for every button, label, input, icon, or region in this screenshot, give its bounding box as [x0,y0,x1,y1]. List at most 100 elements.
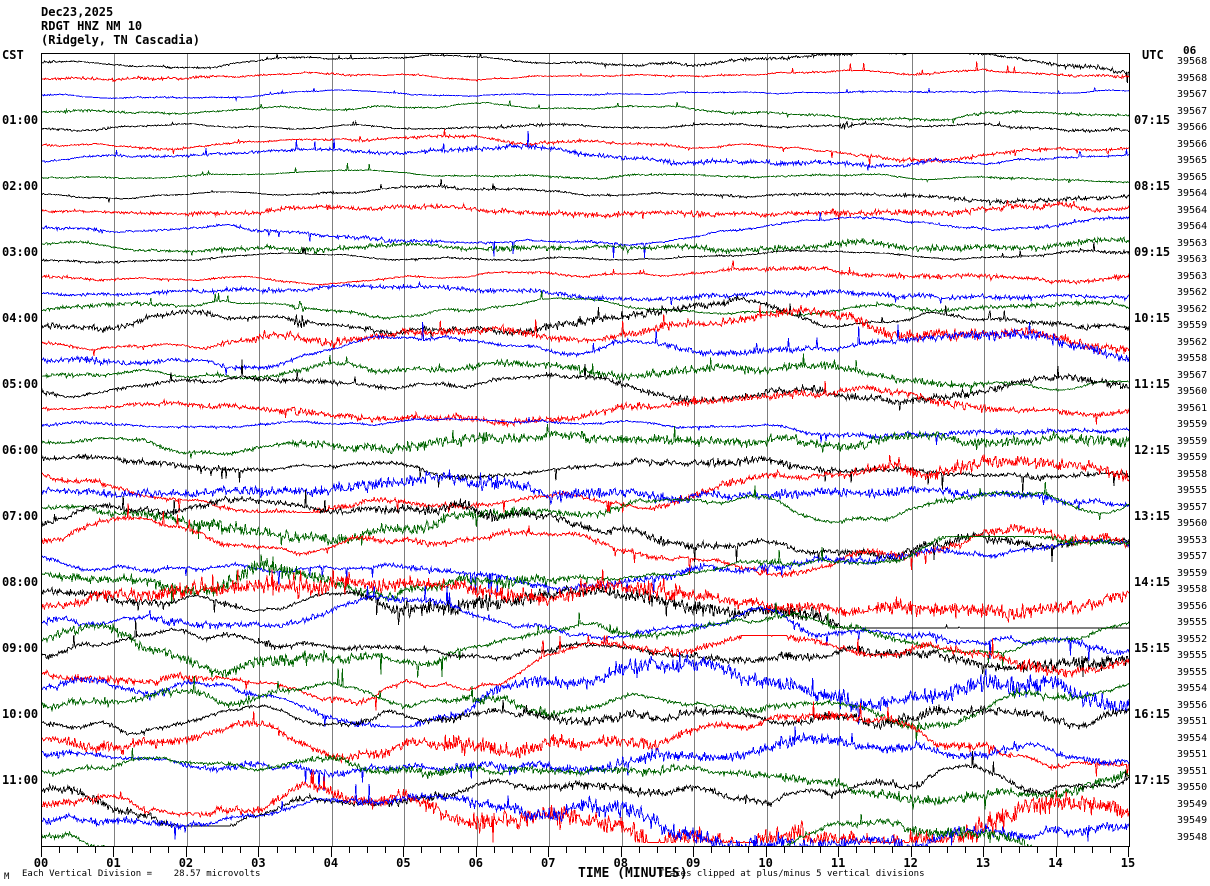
x-tick-minor [748,846,749,853]
trace-offset-value: 39567 [1177,369,1208,381]
trace-offset-value: 39551 [1177,765,1208,777]
utc-hour-label: 12:15 [1134,443,1171,457]
x-tick-minor [929,846,930,853]
grid-line-minute-02 [187,54,188,846]
cst-hour-label: 01:00 [2,113,39,127]
x-tick-minor [204,846,205,853]
x-tick-minor [675,846,676,853]
trace-line [42,538,1129,595]
trace-offset-value: 39555 [1177,666,1208,678]
left-axis-label: CST [2,48,24,62]
x-tick-minor [965,846,966,853]
station-location: (Ridgely, TN Cascadia) [41,33,200,47]
x-tick-major [983,846,984,857]
trace-line [42,241,1129,264]
trace-line [42,120,1129,134]
cst-hour-label: 10:00 [2,707,39,721]
x-tick-minor [349,846,350,853]
trace-offset-value: 39557 [1177,551,1208,563]
x-tick-major [1056,846,1057,857]
x-tick-minor [1037,846,1038,853]
x-tick-minor [874,846,875,853]
trace-line [42,321,1129,375]
trace-offset-value: 39566 [1177,122,1208,134]
x-tick-minor [892,846,893,853]
grid-line-minute-09 [694,54,695,846]
trace-offset-value: 39554 [1177,683,1208,695]
trace-line [42,281,1129,305]
x-tick-minor [222,846,223,853]
trace-line [42,783,1129,846]
x-tick-minor [512,846,513,853]
x-tick-label: 10 [758,856,773,870]
grid-line-minute-06 [477,54,478,846]
trace-offset-value: 39567 [1177,105,1208,117]
grid-line-minute-08 [622,54,623,846]
trace-offset-value: 39562 [1177,303,1208,315]
trace-line [42,747,1129,810]
trace-offset-value: 39550 [1177,782,1208,794]
trace-line [42,87,1129,102]
x-tick-major [258,846,259,857]
utc-hour-label: 09:15 [1134,245,1171,259]
trace-offset-value: 39549 [1177,815,1208,827]
trace-offset-value: 39558 [1177,584,1208,596]
grid-line-minute-07 [549,54,550,846]
x-axis-title: TIME (MINUTES) [578,866,688,881]
trace-line [42,634,1129,711]
x-tick-minor [585,846,586,853]
x-tick-minor [711,846,712,853]
trace-line [42,305,1129,356]
station-code: RDGT HNZ NM 10 [41,19,143,33]
utc-hour-label: 11:15 [1134,377,1171,391]
x-tick-minor [1110,846,1111,853]
utc-start-hour-overlap-label: 06 [1183,44,1197,57]
trace-line [42,424,1129,459]
x-tick-minor [494,846,495,853]
trace-line [42,359,1129,411]
x-tick-minor [132,846,133,853]
x-tick-major [403,846,404,857]
trace-offset-value: 39565 [1177,155,1208,167]
trace-line [42,294,1129,337]
grid-lines [42,54,1129,846]
utc-hour-label: 17:15 [1134,773,1171,787]
trace-line [42,178,1129,206]
trace-line [42,417,1129,445]
x-tick-minor [421,846,422,853]
trace-line [42,260,1129,286]
x-tick-label: 11 [830,856,846,870]
trace-offset-value: 39555 [1177,617,1208,629]
trace-offset-value: 39557 [1177,501,1208,513]
trace-line [42,128,1129,167]
x-tick-minor [367,846,368,853]
trace-offset-value: 39559 [1177,435,1208,447]
trace-offset-value: 39560 [1177,386,1208,398]
cst-hour-label: 09:00 [2,641,39,655]
trace-offset-value: 39561 [1177,402,1208,414]
x-tick-major [548,846,549,857]
trace-line [42,726,1129,792]
trace-line [42,701,1129,777]
x-tick-minor [603,846,604,853]
cst-hour-label: 02:00 [2,179,39,193]
cst-hour-label: 03:00 [2,245,39,259]
cst-hour-label: 07:00 [2,509,39,523]
x-tick-minor [77,846,78,853]
x-tick-minor [95,846,96,853]
trace-line [42,813,1032,846]
trace-line [42,163,1129,184]
trace-offset-value: 39559 [1177,452,1208,464]
grid-line-minute-12 [912,54,913,846]
trace-line [42,61,1129,83]
trace-line [42,769,1129,845]
x-tick-minor [240,846,241,853]
trace-offset-value: 39567 [1177,89,1208,101]
trace-offset-value: 39563 [1177,237,1208,249]
trace-line [42,469,1129,511]
grid-line-minute-04 [332,54,333,846]
trace-offset-value: 39552 [1177,633,1208,645]
seismogram-plot-area[interactable] [41,53,1130,847]
utc-hour-label: 15:15 [1134,641,1171,655]
x-tick-label: 15 [1120,856,1136,870]
